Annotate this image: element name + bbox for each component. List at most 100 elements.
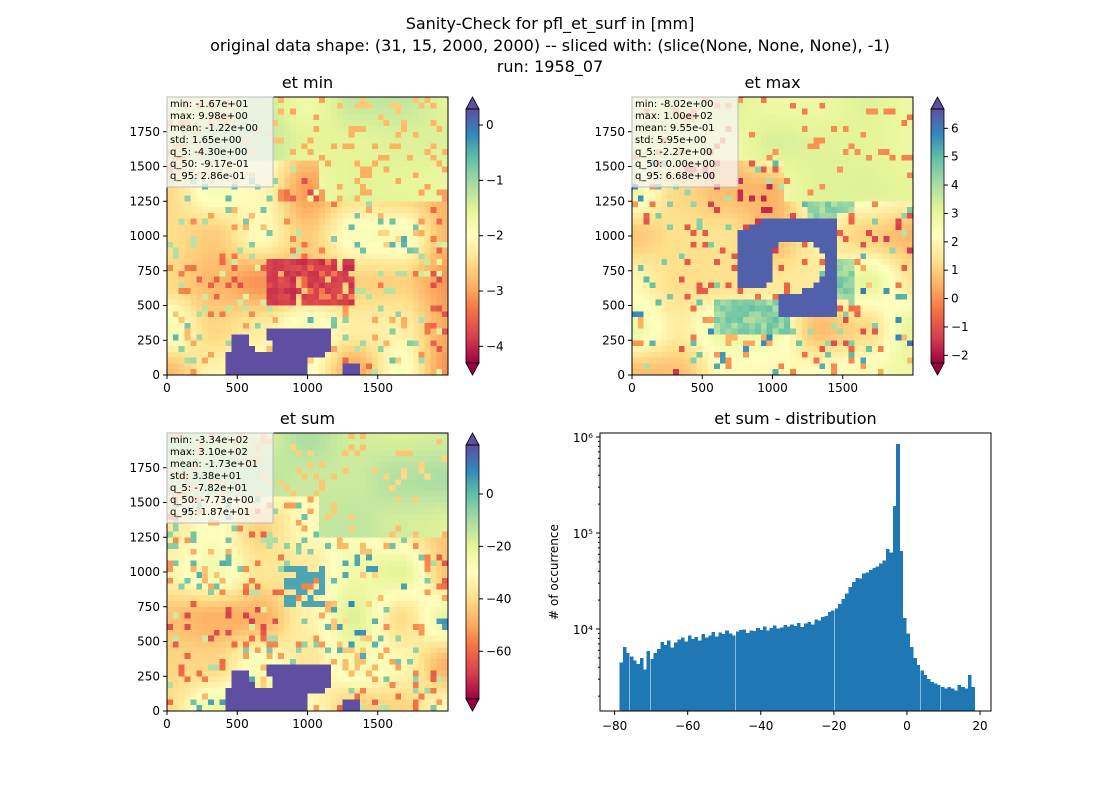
heatmap-cell — [424, 120, 431, 127]
heatmap-cell — [708, 189, 715, 196]
heatmap-cell — [649, 357, 656, 364]
heatmap-cell — [801, 305, 809, 312]
heatmap-cell — [866, 131, 873, 139]
heatmap-cell — [172, 537, 180, 544]
heatmap-cell — [401, 369, 408, 376]
heatmap-cell — [889, 322, 896, 330]
heatmap-cell — [407, 172, 414, 179]
heatmap-cell — [772, 282, 779, 289]
heatmap-cell — [883, 166, 891, 173]
heatmap-cell — [632, 212, 639, 220]
heatmap-cell — [854, 131, 861, 139]
heatmap-cell — [784, 253, 791, 260]
heatmap-cell — [295, 305, 303, 312]
heatmap-cell — [243, 288, 250, 295]
heatmap-cell — [725, 212, 733, 220]
heatmap-cell — [167, 241, 174, 249]
heatmap-cell — [430, 160, 437, 167]
heatmap-cell — [760, 178, 768, 185]
heatmap-cell — [667, 195, 674, 202]
heatmap-cell — [907, 288, 914, 295]
heatmap-cell — [790, 108, 797, 115]
heatmap-cell — [225, 207, 232, 214]
y-tick-label: 250 — [602, 333, 625, 347]
heatmap-cell — [667, 253, 674, 260]
heatmap-cell — [766, 131, 773, 139]
heatmap-cell — [696, 311, 703, 318]
heatmap-cell — [383, 183, 390, 191]
heatmap-cell — [377, 334, 385, 341]
heatmap-cell — [412, 207, 420, 214]
heatmap-cell — [772, 328, 779, 335]
heatmap-cell — [407, 125, 414, 133]
heatmap-cell — [401, 143, 408, 150]
heatmap-cell — [383, 172, 390, 179]
heatmap-cell — [342, 97, 349, 104]
stats-line: q_95: 6.68e+00 — [635, 171, 715, 182]
heatmap-cell — [831, 125, 838, 133]
heatmap-cell — [278, 195, 285, 202]
heatmap-cell — [266, 230, 273, 237]
heatmap-cell — [842, 224, 850, 231]
heatmap-cell — [743, 334, 750, 341]
heatmap-cell — [436, 357, 443, 364]
heatmap-cell — [430, 351, 437, 359]
heatmap-cell — [860, 247, 867, 254]
heatmap-cell — [348, 288, 355, 295]
heatmap-cell — [407, 334, 414, 341]
heatmap-cell — [708, 218, 715, 225]
heatmap-cell — [266, 218, 273, 225]
heatmap-cell — [866, 293, 873, 301]
heatmap-cell — [766, 178, 773, 185]
heatmap-cell — [172, 340, 180, 347]
heatmap-cell — [371, 276, 379, 283]
heatmap-cell — [184, 282, 191, 289]
heatmap-cell — [807, 264, 814, 272]
heatmap-cell — [831, 317, 838, 324]
heatmap-cell — [418, 351, 426, 359]
heatmap-cell — [877, 149, 885, 156]
heatmap-cell — [202, 207, 209, 214]
heatmap-cell — [330, 131, 338, 139]
heatmap-cell — [807, 154, 814, 162]
heatmap-cell — [248, 311, 256, 318]
heatmap-cell — [684, 218, 692, 225]
heatmap-cell — [325, 369, 332, 376]
heatmap-cell — [289, 224, 297, 231]
heatmap-cell — [754, 322, 762, 330]
heatmap-cell — [430, 218, 437, 225]
heatmap-cell — [436, 149, 443, 156]
heatmap-cell — [895, 369, 902, 376]
heatmap-cell — [836, 288, 844, 295]
heatmap-cell — [790, 241, 797, 249]
heatmap-cell — [412, 189, 420, 196]
heatmap-cell — [842, 351, 850, 359]
heatmap-cell — [860, 114, 867, 121]
heatmap-cell — [737, 253, 744, 260]
heatmap-cell — [377, 270, 385, 278]
heatmap-cell — [907, 149, 914, 156]
heatmap-cell — [825, 340, 832, 347]
heatmap-cell — [719, 369, 727, 376]
heatmap-cell — [418, 195, 426, 202]
heatmap-cell — [866, 189, 873, 196]
heatmap-cell — [313, 317, 320, 324]
heatmap-cell — [754, 334, 762, 341]
heatmap-cell — [219, 282, 227, 289]
heatmap-cell — [307, 241, 314, 249]
heatmap-cell — [231, 201, 238, 208]
heatmap-cell — [754, 125, 762, 133]
heatmap-cell — [190, 224, 197, 231]
heatmap-cell — [836, 137, 844, 144]
heatmap-cell — [784, 270, 791, 278]
heatmap-cell — [877, 125, 885, 133]
heatmap-cell — [366, 108, 373, 115]
heatmap-cell — [289, 264, 297, 272]
heatmap-cell — [190, 647, 197, 654]
heatmap-cell — [383, 322, 390, 330]
heatmap-cell — [360, 207, 367, 214]
heatmap-cell — [213, 346, 221, 353]
y-tick-label: 1750 — [129, 125, 160, 139]
heatmap-cell — [412, 363, 420, 370]
